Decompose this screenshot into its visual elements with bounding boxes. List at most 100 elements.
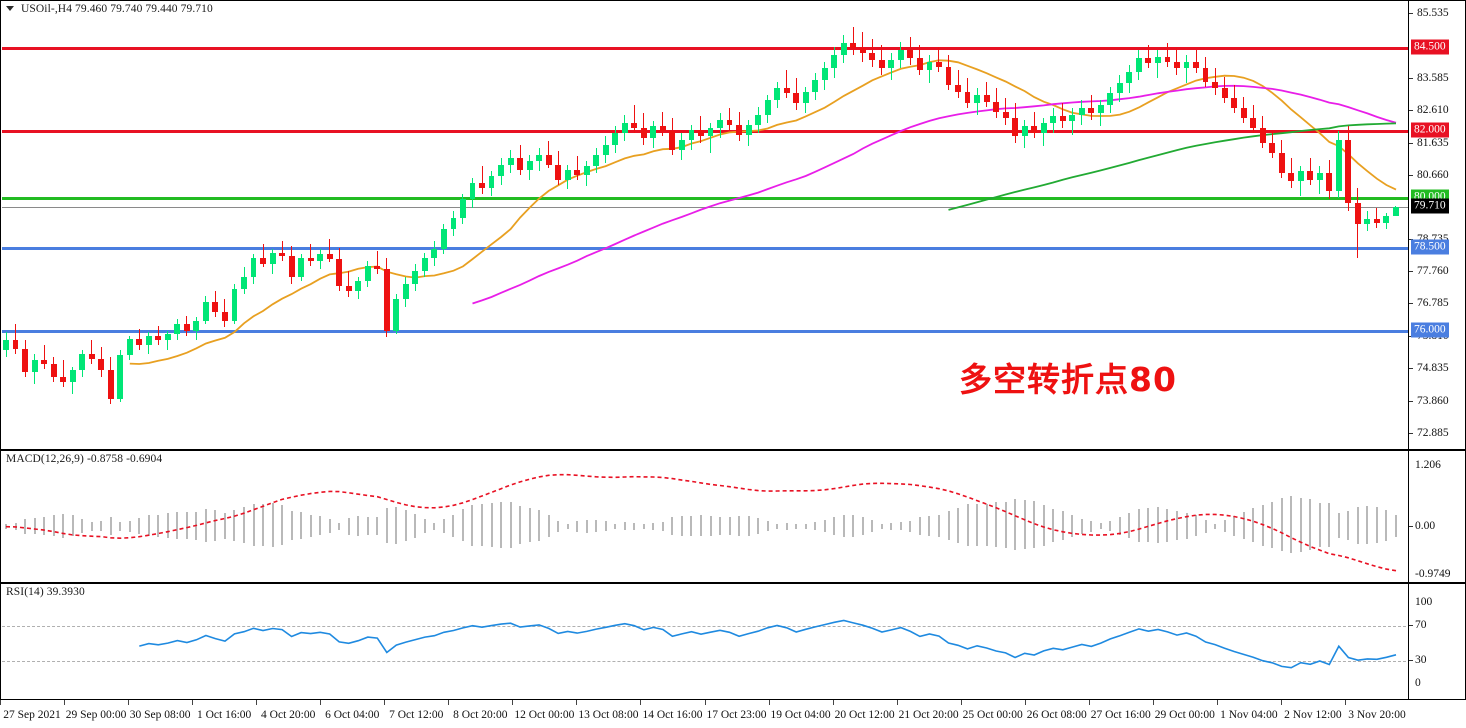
candle-body-bullish <box>812 79 819 92</box>
price-tick-label: 76.785 <box>1417 297 1449 310</box>
price-pane: USOil-,H4 79.460 79.740 79.440 79.710 85… <box>0 0 1466 450</box>
candle-body-bullish <box>602 144 609 155</box>
time-tick-label: 29 Oct 00:00 <box>1154 709 1215 721</box>
price-label-last-price[interactable]: 79.710 <box>1411 198 1449 214</box>
time-tick-label: 2 Nov 12:00 <box>1284 709 1342 721</box>
candle-body-bullish <box>69 370 76 382</box>
axis-tickmark <box>1409 432 1413 434</box>
rsi-tick-label: 100 <box>1415 596 1433 608</box>
macd-histogram-bar <box>795 524 798 529</box>
price-level-line-80-000[interactable] <box>2 196 1411 200</box>
price-label-resistance[interactable]: 84.500 <box>1411 39 1449 55</box>
macd-plot-area[interactable] <box>2 452 1411 583</box>
price-level-line-78-500[interactable] <box>2 246 1411 250</box>
candle-body-bullish <box>1297 171 1304 182</box>
candle-body-bearish <box>1269 143 1276 153</box>
macd-histogram-bar <box>338 522 341 530</box>
macd-histogram-bar <box>43 517 46 535</box>
macd-histogram-bar <box>566 524 569 529</box>
time-tick-mark <box>128 700 130 705</box>
macd-histogram-bar <box>1080 518 1083 534</box>
price-tick-label: 85.535 <box>1417 7 1449 20</box>
candle-wick <box>310 244 312 266</box>
macd-histogram-bar <box>509 502 512 548</box>
macd-histogram-bar <box>1347 510 1350 541</box>
macd-histogram-bar <box>1052 508 1055 543</box>
macd-histogram-bar <box>157 514 160 538</box>
macd-histogram-bar <box>309 514 312 537</box>
time-tick-mark <box>1216 700 1218 705</box>
macd-histogram-bar <box>785 522 788 530</box>
macd-histogram-bar <box>1394 514 1397 538</box>
rsi-tick-label: 0 <box>1415 677 1421 689</box>
candle-body-bearish <box>22 348 28 372</box>
candle-wick <box>15 323 17 354</box>
macd-histogram-bar <box>909 520 912 532</box>
time-tick-label: 3 Nov 20:00 <box>1348 709 1406 721</box>
candle-body-bullish <box>821 68 828 80</box>
candle-body-bullish <box>231 289 238 321</box>
macd-histogram-bar <box>1366 506 1369 545</box>
candle-body-bearish <box>945 66 952 85</box>
macd-histogram-bar <box>652 523 655 530</box>
time-tick-mark <box>320 700 322 705</box>
candle-body-bullish <box>402 284 409 299</box>
candle-body-bullish <box>526 161 533 170</box>
macd-histogram-bar <box>328 519 331 534</box>
candle-body-bullish <box>888 60 895 69</box>
macd-histogram-bar <box>1337 513 1340 539</box>
price-label-resistance[interactable]: 82.000 <box>1411 122 1449 138</box>
price-level-line-84-500[interactable] <box>2 47 1411 51</box>
time-tick-label: 20 Oct 12:00 <box>834 709 895 721</box>
macd-histogram-bar <box>728 517 731 535</box>
rsi-plot-area[interactable] <box>2 585 1411 700</box>
macd-histogram-bar <box>1356 506 1359 544</box>
price-level-line-82-000[interactable] <box>2 130 1411 134</box>
candle-body-bearish <box>726 119 733 125</box>
time-tick-label: 8 Oct 20:00 <box>453 709 508 721</box>
time-tick-mark <box>1024 700 1026 705</box>
price-label-support[interactable]: 76.000 <box>1411 322 1449 338</box>
price-label-support[interactable]: 78.500 <box>1411 239 1449 255</box>
macd-histogram-bar <box>985 503 988 547</box>
candle-body-bearish <box>1240 108 1247 119</box>
rsi-band-70 <box>2 625 1411 627</box>
candle-body-bullish <box>3 340 9 351</box>
macd-histogram-bar <box>1147 508 1150 543</box>
time-axis[interactable]: 27 Sep 2021 29 Sep 00:00 30 Sep 08:00 1 Oct… <box>0 700 1466 728</box>
axis-tickmark <box>1409 368 1413 370</box>
candle-body-bullish <box>974 94 980 104</box>
candle-body-bullish <box>440 229 447 250</box>
time-tick-mark <box>768 700 770 705</box>
macd-histogram-bar <box>528 508 531 543</box>
chevron-down-icon[interactable] <box>6 6 14 11</box>
price-level-line-76-000[interactable] <box>2 329 1411 333</box>
macd-histogram-bar <box>166 513 169 538</box>
candle-wick <box>1147 45 1149 69</box>
time-tick-mark <box>640 700 642 705</box>
macd-histogram-bar <box>1328 503 1331 547</box>
macd-histogram-bar <box>357 515 360 537</box>
chart-annotation: 多空转折点80 <box>959 360 1177 399</box>
price-plot-area[interactable] <box>2 2 1411 450</box>
candle-body-bearish <box>983 94 990 102</box>
candle-wick <box>710 123 711 153</box>
macd-histogram-bar <box>614 523 617 530</box>
price-axis[interactable]: 85.53583.58582.61081.63580.66078.73577.7… <box>1408 1 1465 449</box>
candle-body-bullish <box>79 353 86 371</box>
candle-body-bearish <box>793 93 800 104</box>
candle-body-bullish <box>1021 126 1028 137</box>
candle-body-bearish <box>993 101 1000 112</box>
candle-body-bearish <box>260 257 266 265</box>
candle-body-bullish <box>1069 114 1076 122</box>
time-tick-label: 30 Sep 08:00 <box>129 709 191 721</box>
rsi-pane: RSI(14) 39.3930 100 70 30 0 <box>0 583 1466 700</box>
candle-wick <box>938 46 940 72</box>
macd-histogram-bar <box>1014 499 1017 551</box>
macd-histogram-bar <box>414 513 417 538</box>
macd-axis: 1.206 0.00 -0.9749 <box>1408 451 1465 582</box>
candle-body-bullish <box>745 124 752 135</box>
candle-body-bearish <box>1307 171 1314 180</box>
macd-label: MACD(12,26,9) -0.8758 -0.6904 <box>6 453 163 465</box>
symbol-label: USOil-,H4 79.460 79.740 79.440 79.710 <box>21 3 213 15</box>
